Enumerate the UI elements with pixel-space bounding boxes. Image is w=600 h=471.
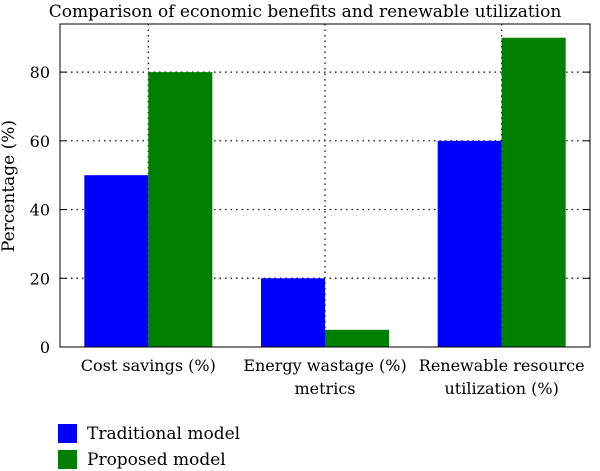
y-tick-label: 60 bbox=[30, 132, 50, 151]
bar-proposed-0 bbox=[148, 72, 213, 347]
bar-traditional-1 bbox=[261, 278, 325, 347]
bar-proposed-1 bbox=[325, 329, 389, 347]
x-category-label: Cost savings (%) bbox=[81, 356, 216, 375]
x-category-label: metrics bbox=[294, 379, 355, 398]
y-tick-label: 20 bbox=[30, 269, 50, 288]
x-axis-categories: Cost savings (%) Energy wastage (%) metric… bbox=[81, 356, 585, 398]
y-axis-label: Percentage (%) bbox=[0, 120, 19, 252]
y-tick-label: 40 bbox=[30, 201, 50, 220]
legend-label: Proposed model bbox=[87, 450, 226, 470]
chart-title: Comparison of economic benefits and rene… bbox=[49, 2, 562, 22]
legend-swatch bbox=[58, 450, 77, 469]
plot-frame bbox=[59, 23, 591, 348]
y-axis-ticks: 0 20 40 60 80 bbox=[30, 63, 590, 357]
bar-traditional-0 bbox=[84, 175, 149, 347]
x-category-label: utilization (%) bbox=[445, 379, 559, 398]
x-category-label: Renewable resource bbox=[419, 356, 585, 375]
x-category-label: Energy wastage (%) bbox=[243, 356, 406, 375]
legend-swatch bbox=[58, 424, 77, 443]
y-tick-label: 80 bbox=[30, 63, 50, 82]
bar-traditional-2 bbox=[437, 140, 502, 347]
legend-label: Traditional model bbox=[87, 424, 240, 444]
y-tick-label: 0 bbox=[40, 338, 50, 357]
legend: Traditional model Proposed model bbox=[58, 424, 240, 470]
bar-proposed-2 bbox=[501, 37, 566, 347]
bars bbox=[84, 37, 566, 347]
